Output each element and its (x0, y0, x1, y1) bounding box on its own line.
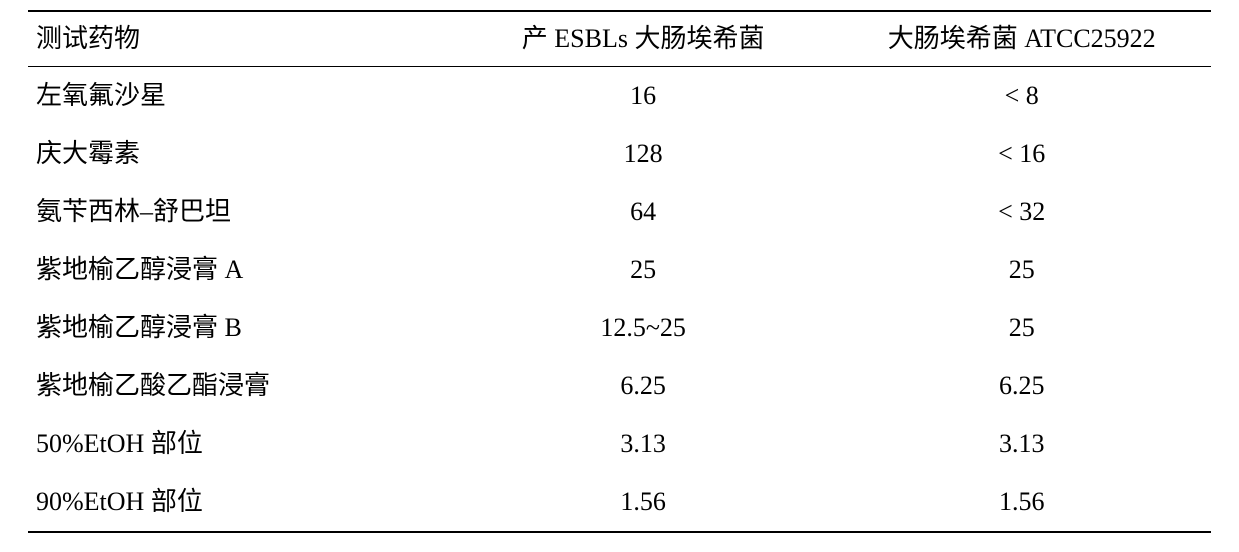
cell-atcc: < 16 (832, 125, 1211, 183)
cell-drug: 50%EtOH 部位 (28, 415, 454, 473)
cell-esbls: 12.5~25 (454, 299, 833, 357)
table-row: 庆大霉素 128 < 16 (28, 125, 1211, 183)
cell-esbls: 1.56 (454, 473, 833, 532)
mic-table: 测试药物 产 ESBLs 大肠埃希菌 大肠埃希菌 ATCC25922 左氧氟沙星… (28, 10, 1211, 533)
cell-atcc: 25 (832, 299, 1211, 357)
table-row: 90%EtOH 部位 1.56 1.56 (28, 473, 1211, 532)
table-row: 紫地榆乙酸乙酯浸膏 6.25 6.25 (28, 357, 1211, 415)
col-header-drug: 测试药物 (28, 11, 454, 67)
table-row: 紫地榆乙醇浸膏 B 12.5~25 25 (28, 299, 1211, 357)
table-row: 50%EtOH 部位 3.13 3.13 (28, 415, 1211, 473)
cell-drug: 左氧氟沙星 (28, 67, 454, 126)
col-header-esbls: 产 ESBLs 大肠埃希菌 (454, 11, 833, 67)
cell-atcc: 3.13 (832, 415, 1211, 473)
cell-drug: 90%EtOH 部位 (28, 473, 454, 532)
cell-drug: 紫地榆乙酸乙酯浸膏 (28, 357, 454, 415)
cell-atcc: < 8 (832, 67, 1211, 126)
cell-atcc: < 32 (832, 183, 1211, 241)
cell-atcc: 1.56 (832, 473, 1211, 532)
cell-atcc: 25 (832, 241, 1211, 299)
table-row: 紫地榆乙醇浸膏 A 25 25 (28, 241, 1211, 299)
col-header-atcc: 大肠埃希菌 ATCC25922 (832, 11, 1211, 67)
cell-esbls: 128 (454, 125, 833, 183)
table-row: 氨苄西林–舒巴坦 64 < 32 (28, 183, 1211, 241)
cell-esbls: 25 (454, 241, 833, 299)
cell-drug: 紫地榆乙醇浸膏 B (28, 299, 454, 357)
cell-esbls: 3.13 (454, 415, 833, 473)
page: 测试药物 产 ESBLs 大肠埃希菌 大肠埃希菌 ATCC25922 左氧氟沙星… (0, 0, 1239, 552)
table-header-row: 测试药物 产 ESBLs 大肠埃希菌 大肠埃希菌 ATCC25922 (28, 11, 1211, 67)
cell-esbls: 6.25 (454, 357, 833, 415)
cell-atcc: 6.25 (832, 357, 1211, 415)
cell-drug: 氨苄西林–舒巴坦 (28, 183, 454, 241)
cell-drug: 紫地榆乙醇浸膏 A (28, 241, 454, 299)
cell-esbls: 64 (454, 183, 833, 241)
table-row: 左氧氟沙星 16 < 8 (28, 67, 1211, 126)
cell-esbls: 16 (454, 67, 833, 126)
cell-drug: 庆大霉素 (28, 125, 454, 183)
